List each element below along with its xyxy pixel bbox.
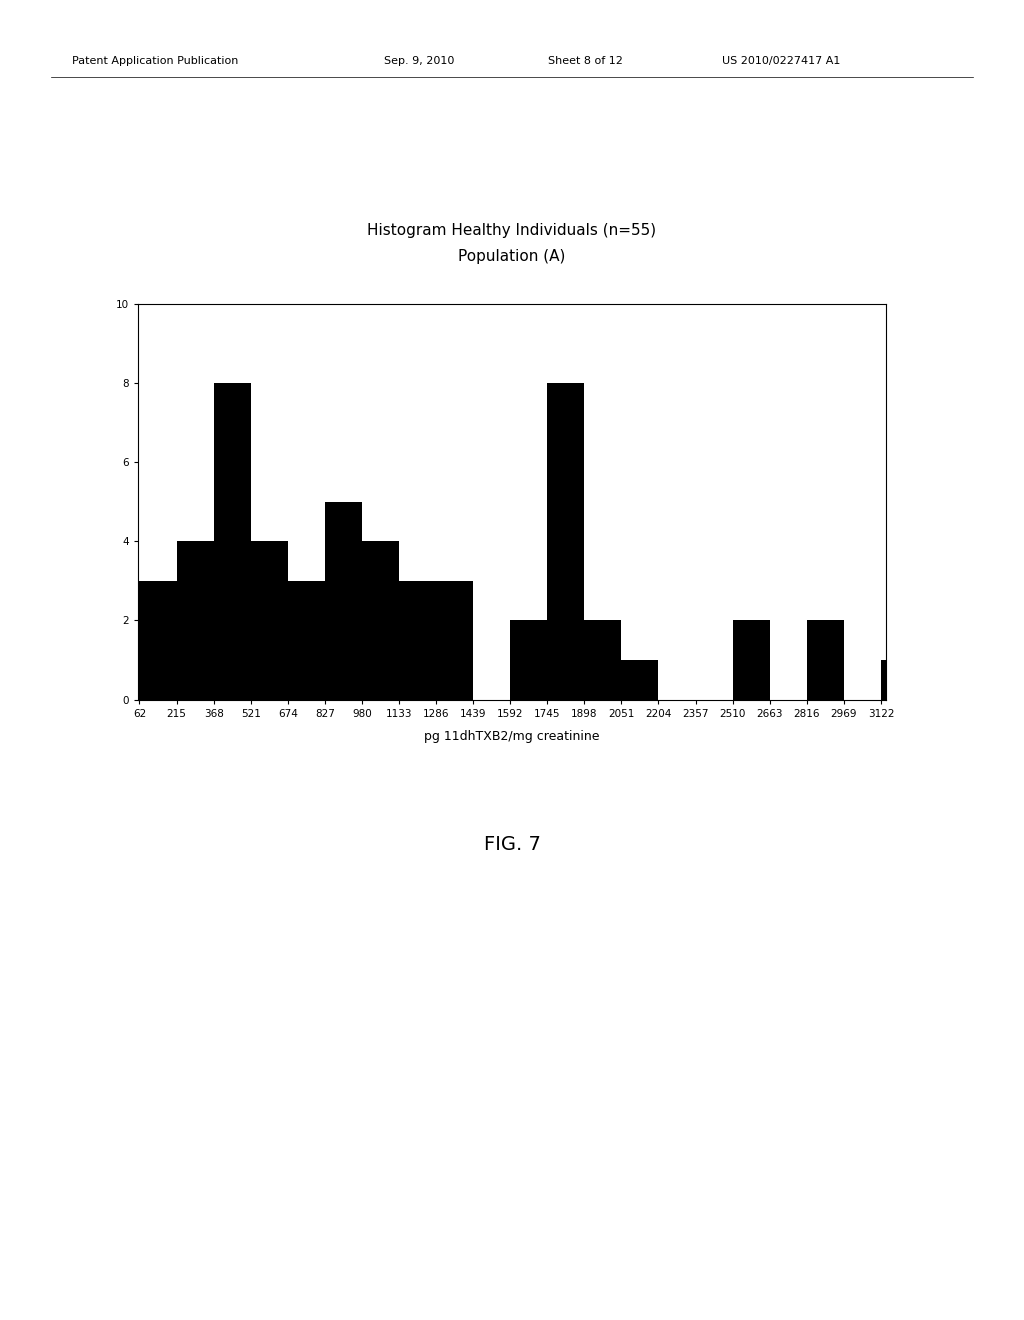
Text: Histogram Healthy Individuals (n=55): Histogram Healthy Individuals (n=55): [368, 223, 656, 239]
Bar: [807, 620, 844, 700]
Bar: [214, 383, 251, 700]
Bar: [622, 660, 658, 700]
Bar: [361, 541, 399, 700]
Bar: [510, 620, 547, 700]
X-axis label: pg 11dhTXB2/mg creatinine: pg 11dhTXB2/mg creatinine: [424, 730, 600, 743]
Bar: [881, 660, 918, 700]
Text: Sep. 9, 2010: Sep. 9, 2010: [384, 55, 455, 66]
Bar: [399, 581, 436, 700]
Bar: [251, 541, 288, 700]
Bar: [547, 383, 585, 700]
Text: US 2010/0227417 A1: US 2010/0227417 A1: [722, 55, 841, 66]
Text: Sheet 8 of 12: Sheet 8 of 12: [548, 55, 623, 66]
Text: FIG. 7: FIG. 7: [483, 836, 541, 854]
Bar: [585, 620, 622, 700]
Bar: [288, 581, 325, 700]
Text: Patent Application Publication: Patent Application Publication: [72, 55, 238, 66]
Bar: [436, 581, 473, 700]
Bar: [139, 581, 176, 700]
Bar: [325, 502, 361, 700]
Bar: [176, 541, 214, 700]
Text: Population (A): Population (A): [459, 248, 565, 264]
Bar: [732, 620, 770, 700]
